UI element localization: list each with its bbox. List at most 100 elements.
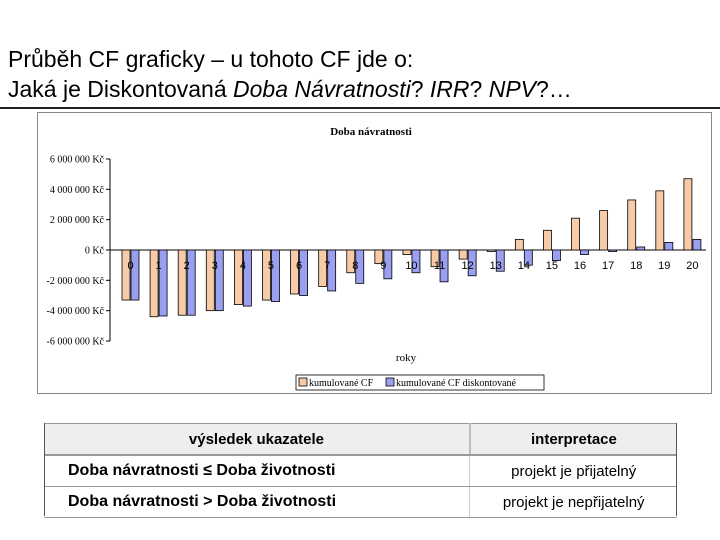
bar-kumulovane-cf-diskontovane [552,249,561,262]
x-tick-label: 4 [240,260,246,272]
x-tick-label: 19 [658,260,670,272]
bar-kumulovane-cf-diskontovane [327,249,337,292]
bar-kumulovane-cf-diskontovane [130,249,140,301]
bar-kumulovane-cf-diskontovane [523,249,533,266]
x-tick-label: 14 [518,260,530,272]
bar-kumulovane-cf [205,249,215,312]
x-tick-label: 0 [127,260,133,272]
legend-label-kumulovane-cf-diskontovane: kumulované CF diskontované [396,378,517,389]
y-tick-label: -4 000 000 Kč [47,306,105,317]
bar-kumulovane-cf-diskontovane [636,246,646,251]
bar-kumulovane-cf [430,249,440,268]
table-cell-condition: Doba návratnosti > Doba životnosti [44,486,470,518]
table-left-border [44,423,45,516]
x-tick-label: 1 [156,260,162,272]
x-tick-label: 20 [686,260,698,272]
bar-kumulovane-cf [514,238,524,251]
bar-kumulovane-cf [318,249,328,287]
bar-kumulovane-cf-diskontovane [467,249,477,277]
bar-kumulovane-cf-diskontovane [214,249,224,312]
bar-kumulovane-cf-diskontovane [383,249,393,280]
bar-kumulovane-cf [233,249,243,305]
bar-kumulovane-cf-diskontovane [664,242,674,251]
x-axis-label: roky [396,352,417,364]
bar-kumulovane-cf [458,249,468,260]
y-tick-label: 4 000 000 Kč [50,185,105,196]
table-right-border [676,423,677,516]
table-cell-condition: Doba návratnosti ≤ Doba životnosti [44,455,470,487]
result-table: výsledek ukazatele interpretace Doba náv… [44,423,677,518]
bar-kumulovane-cf [290,249,299,295]
bar-kumulovane-cf [374,249,384,265]
table-header-row: výsledek ukazatele interpretace [44,423,677,456]
bar-kumulovane-cf-diskontovane [158,249,168,317]
bar-kumulovane-cf-diskontovane [580,249,589,255]
y-tick-label: 2 000 000 Kč [50,215,105,226]
legend-box [295,374,545,391]
y-tick-label: -2 000 000 Kč [47,276,105,287]
table-cell-interpretation: projekt je přijatelný [469,455,677,487]
x-tick-label: 9 [380,260,386,272]
x-tick-label: 10 [405,260,417,272]
x-tick-label: 12 [462,260,474,272]
bar-kumulovane-cf [683,178,693,251]
bar-kumulovane-cf [177,249,187,316]
bar-kumulovane-cf-diskontovane [299,249,308,296]
bar-kumulovane-cf [402,249,412,255]
heading-line-2: Jaká je Diskontovaná Doba Návratnosti? I… [8,74,708,104]
x-tick-label: 6 [296,260,302,272]
bar-kumulovane-cf-diskontovane [495,249,505,272]
legend-label-kumulovane-cf: kumulované CF [309,378,374,389]
table-header-result: výsledek ukazatele [44,423,471,456]
x-tick-label: 7 [324,260,330,272]
x-tick-label: 8 [352,260,358,272]
bar-kumulovane-cf-diskontovane [186,249,196,316]
x-tick-label: 11 [434,260,445,272]
bar-kumulovane-cf [121,249,131,301]
bar-kumulovane-cf-diskontovane [692,238,702,251]
heading-line-2-q3: ?… [536,76,572,102]
x-tick-label: 2 [184,260,190,272]
heading-line-1: Průběh CF graficky – u tohoto CF jde o: [8,46,414,72]
x-tick-label: 16 [574,260,586,272]
bar-kumulovane-cf-diskontovane [439,249,449,283]
slide-heading: Průběh CF graficky – u tohoto CF jde o: … [8,44,708,104]
y-tick-label: 6 000 000 Kč [50,155,105,166]
heading-npv: NPV [488,76,537,102]
heading-divider [0,107,720,109]
x-tick-label: 18 [630,260,642,272]
bar-kumulovane-cf [486,249,496,252]
y-tick-label: 0 Kč [85,246,105,257]
bar-kumulovane-cf [599,210,609,251]
x-tick-label: 13 [490,260,502,272]
legend-swatch-kumulovane-cf-diskontovane [385,377,395,387]
heading-line-2-q1: ? [410,76,430,102]
bar-kumulovane-cf [655,190,665,251]
y-tick-label: -6 000 000 Kč [47,337,105,348]
x-tick-label: 5 [268,260,274,272]
x-tick-label: 15 [546,260,558,272]
chart-container: Doba návratnosti 6 000 000 Kč 4 000 000 Kč… [37,112,712,394]
table-cell-interpretation: projekt je nepřijatelný [469,486,677,518]
bar-kumulovane-cf [543,229,552,251]
bar-kumulovane-cf [149,249,159,318]
bar-kumulovane-cf-diskontovane [411,249,421,274]
bar-kumulovane-cf [346,249,356,274]
table-row: Doba návratnosti > Doba životnosti proje… [44,486,677,518]
bar-kumulovane-cf [627,199,637,251]
heading-irr: IRR [429,76,470,102]
x-tick-label: 17 [602,260,614,272]
heading-line-2-plain: Jaká je Diskontovaná [8,76,234,102]
x-tick-label: 3 [212,260,218,272]
payback-chart: Doba návratnosti 6 000 000 Kč 4 000 000 Kč… [47,126,706,391]
bar-kumulovane-cf-diskontovane [271,249,280,302]
heading-line-2-italic: Doba Návratnosti [233,76,411,102]
chart-title: Doba návratnosti [330,126,412,138]
legend-swatch-kumulovane-cf [298,377,308,387]
bar-kumulovane-cf [262,249,271,301]
bar-kumulovane-cf-diskontovane [242,249,252,307]
table-row: Doba návratnosti ≤ Doba životnosti proje… [44,455,677,487]
heading-line-2-q2: ? [469,76,489,102]
bar-kumulovane-cf-diskontovane [355,249,365,284]
table-header-interpretation: interpretace [469,423,677,456]
